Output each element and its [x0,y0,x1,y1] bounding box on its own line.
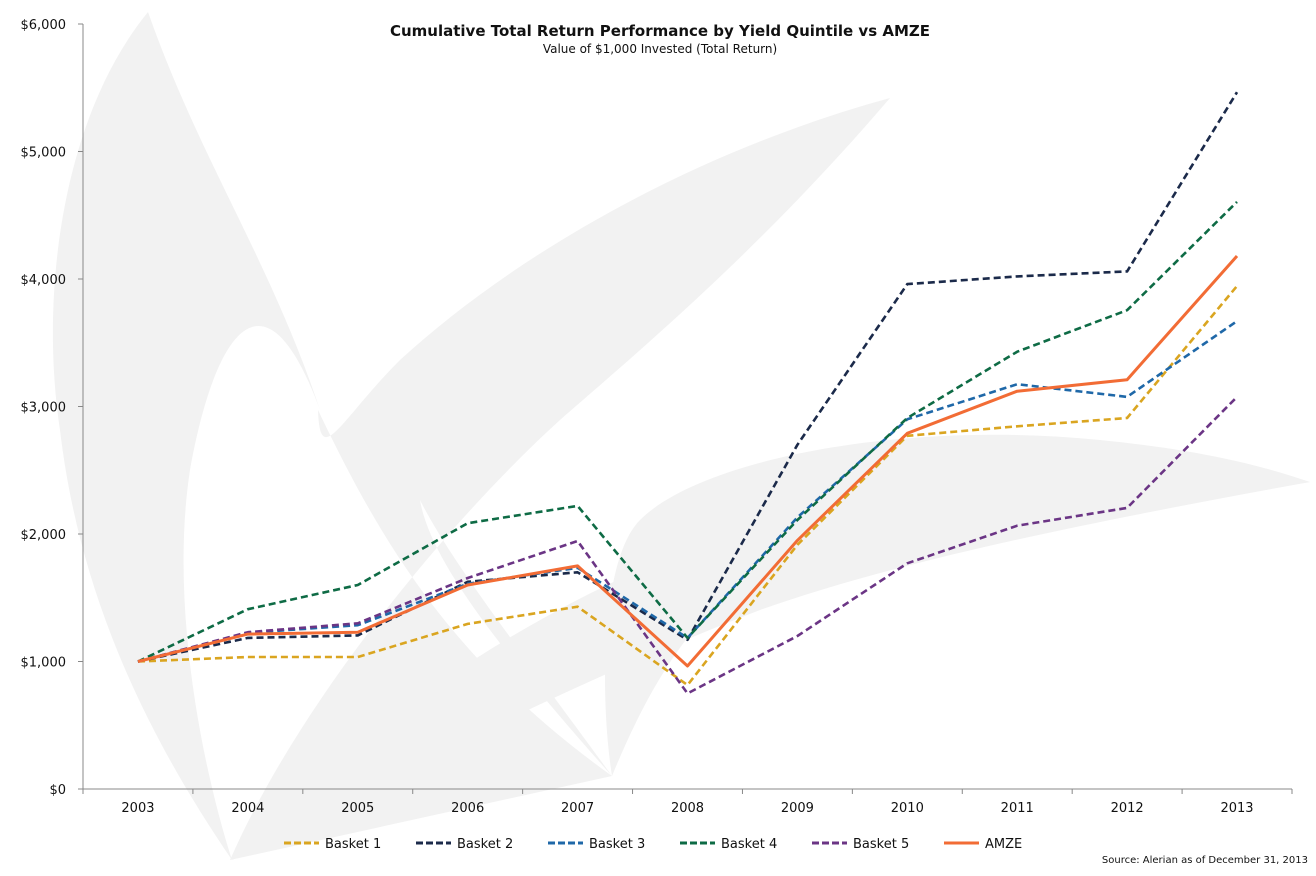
y-tick-label: $2,000 [21,528,67,543]
chart-title: Cumulative Total Return Performance by Y… [390,22,930,40]
axes: $0 $1,000 $2,000 $3,000 $4,000 $5,000 $6,000 2… [21,18,1293,816]
chart-subtitle: Value of $1,000 Invested (Total Return) [543,42,777,56]
x-tick-label: 2013 [1220,801,1253,816]
legend-item-basket-3: Basket 3 [548,837,645,852]
watermark-shape-left [52,12,320,860]
legend-item-basket-2: Basket 2 [416,837,513,852]
legend-item-amze: AMZE [944,837,1022,852]
series-line-basket-1 [137,285,1238,687]
legend-item-basket-4: Basket 4 [680,837,777,852]
legend: Basket 1 Basket 2 Basket 3 Basket 4 Basket 5… [284,837,1022,852]
y-tick-label: $4,000 [21,273,67,288]
x-tick-label: 2011 [1001,801,1034,816]
source-note: Source: Alerian as of December 31, 2013 [1102,855,1308,866]
legend-label: Basket 3 [589,837,645,852]
legend-label: Basket 1 [325,837,381,852]
x-tick-label: 2006 [451,801,484,816]
watermark-logo [52,12,1310,860]
watermark-shape-lower [232,478,1310,860]
y-tick-label: $1,000 [21,656,67,671]
y-tick-label: $0 [49,783,66,798]
series-line-basket-5 [137,395,1238,695]
legend-item-basket-5: Basket 5 [812,837,909,852]
x-tick-label: 2009 [781,801,814,816]
x-tick-label: 2010 [891,801,924,816]
x-tick-label: 2007 [561,801,594,816]
x-tick-label: 2005 [341,801,374,816]
watermark-shape-mid [230,98,890,860]
x-tick-label: 2008 [671,801,704,816]
legend-label: AMZE [985,837,1022,852]
legend-label: Basket 5 [853,837,909,852]
y-tick-label: $5,000 [21,146,67,161]
x-tick-label: 2012 [1111,801,1144,816]
legend-item-basket-1: Basket 1 [284,837,381,852]
legend-label: Basket 2 [457,837,513,852]
y-tick-label: $6,000 [21,18,67,33]
x-tick-label: 2004 [231,801,264,816]
y-tick-label: $3,000 [21,401,67,416]
x-tick-label: 2003 [121,801,154,816]
legend-label: Basket 4 [721,837,777,852]
